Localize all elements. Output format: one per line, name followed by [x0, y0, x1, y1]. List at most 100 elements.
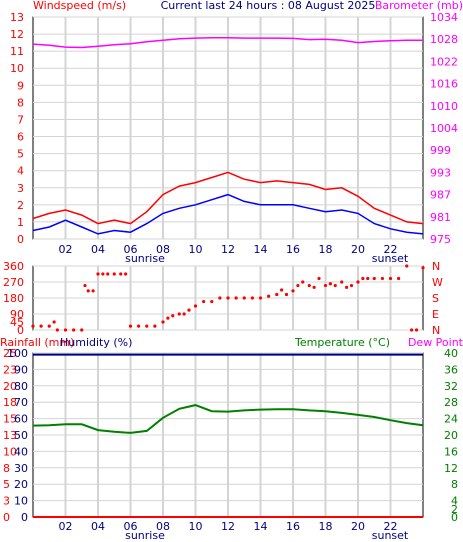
windspeed-tick-label: 7 — [17, 113, 24, 126]
direction-point — [137, 324, 141, 328]
temperature-tick-label: 2 — [451, 503, 458, 516]
direction-point — [333, 283, 337, 288]
temperature-tick-label: 4 — [451, 495, 458, 508]
series-line-barometer — [32, 36, 423, 49]
hour-tick-label: 10 — [189, 520, 203, 533]
wind-series — [32, 36, 424, 235]
humidity-tick-label: 60 — [14, 413, 28, 426]
direction-point — [96, 272, 100, 276]
compass-tick-label: S — [432, 292, 439, 305]
rainfall-axis-label: Rainfall (mm) — [0, 336, 74, 349]
direction-point — [317, 276, 321, 281]
hour-tick-label: 20 — [351, 243, 365, 256]
direction-point — [80, 328, 84, 332]
direction-point — [388, 276, 393, 281]
direction-point — [275, 292, 279, 297]
temperature-panel: 0 03 105 208 3010401350156018702080239025100… — [0, 336, 463, 542]
hour-tick-label: 14 — [254, 520, 268, 533]
direction-point — [267, 294, 271, 298]
temperature-tick-label: 36 — [444, 363, 458, 376]
temperature-tick-label: 32 — [444, 380, 458, 393]
barometer-tick-label: 1022 — [430, 55, 458, 68]
direction-degree-label: 45 — [10, 316, 24, 329]
rainfall-tick-label: 0 — [3, 511, 10, 524]
direction-point — [83, 283, 87, 288]
humidity-tick-label: 50 — [14, 429, 28, 442]
wind-gridlines — [33, 16, 423, 240]
hour-tick-label: 04 — [91, 520, 105, 533]
barometer-tick-label: 1010 — [430, 100, 458, 113]
direction-point — [52, 320, 56, 324]
direction-point — [421, 266, 425, 270]
hour-tick-label: 10 — [189, 243, 203, 256]
rainfall-tick-label: 5 — [3, 478, 10, 491]
direction-point — [234, 296, 238, 300]
hour-tick-label: 02 — [59, 243, 73, 256]
series-line-wind-average — [32, 193, 424, 235]
hour-tick-label: 06 — [124, 243, 138, 256]
temperature-tick-label: 20 — [444, 429, 458, 442]
compass-tick-label: W — [432, 276, 443, 289]
direction-point — [340, 280, 344, 284]
humidity-tick-label: 80 — [14, 380, 28, 393]
direction-point — [414, 328, 419, 332]
direction-point — [177, 312, 181, 316]
barometer-tick-label: 981 — [430, 211, 451, 224]
windspeed-tick-label: 4 — [17, 165, 24, 178]
hour-tick-label: 14 — [254, 243, 268, 256]
humidity-tick-label: 70 — [14, 396, 28, 409]
humidity-tick-label: 100 — [7, 347, 28, 360]
direction-point — [112, 272, 116, 276]
direction-point — [226, 296, 230, 300]
temperature-axis-label: Temperature (°C) — [294, 336, 390, 349]
humidity-tick-label: 30 — [14, 462, 28, 475]
humidity-tick-label: 90 — [14, 363, 28, 376]
windspeed-tick-label: 6 — [17, 131, 24, 144]
temperature-series — [32, 353, 424, 518]
sunrise-label-bottom: sunrise — [125, 529, 165, 542]
direction-point — [250, 296, 254, 300]
rainfall-tick-label: 15 — [3, 413, 17, 426]
windspeed-tick-label: 5 — [17, 148, 24, 161]
windspeed-tick-label: 9 — [17, 79, 24, 92]
hour-tick-label: 08 — [156, 520, 170, 533]
direction-point — [63, 328, 68, 332]
temperature-tick-label: 12 — [444, 462, 458, 475]
direction-point — [182, 312, 186, 316]
direction-point — [361, 276, 365, 281]
hour-tick-label: 12 — [221, 243, 235, 256]
sunrise-label-top: sunrise — [125, 252, 165, 265]
barometer-tick-label: 993 — [430, 166, 451, 179]
direction-degree-label: 270 — [3, 276, 24, 289]
windspeed-tick-label: 11 — [10, 45, 24, 58]
hour-tick-label: 12 — [221, 520, 235, 533]
direction-point — [166, 316, 170, 320]
direction-point — [328, 282, 332, 286]
windspeed-tick-label: 3 — [17, 182, 24, 195]
direction-point — [380, 276, 384, 281]
direction-point — [280, 288, 284, 292]
windspeed-tick-label: 13 — [10, 11, 24, 24]
direction-point — [218, 296, 222, 300]
windspeed-tick-label: 0 — [17, 233, 24, 246]
direction-point — [405, 264, 409, 268]
windspeed-tick-label: 8 — [17, 96, 24, 109]
rainfall-tick-label: 25 — [3, 347, 17, 360]
direction-point — [312, 285, 316, 289]
compass-tick-label: N — [432, 324, 440, 337]
compass-tick-label: N — [432, 260, 440, 273]
direction-point — [356, 280, 360, 284]
rainfall-tick-label: 8 — [3, 462, 10, 475]
direction-point — [128, 324, 133, 328]
temperature-gridlines — [33, 352, 423, 518]
barometer-tick-label: 999 — [430, 144, 451, 157]
barometer-tick-label: 1028 — [430, 33, 458, 46]
hour-tick-label: 02 — [59, 520, 73, 533]
rainfall-tick-label: 23 — [3, 363, 17, 376]
hour-tick-label: 22 — [384, 243, 398, 256]
